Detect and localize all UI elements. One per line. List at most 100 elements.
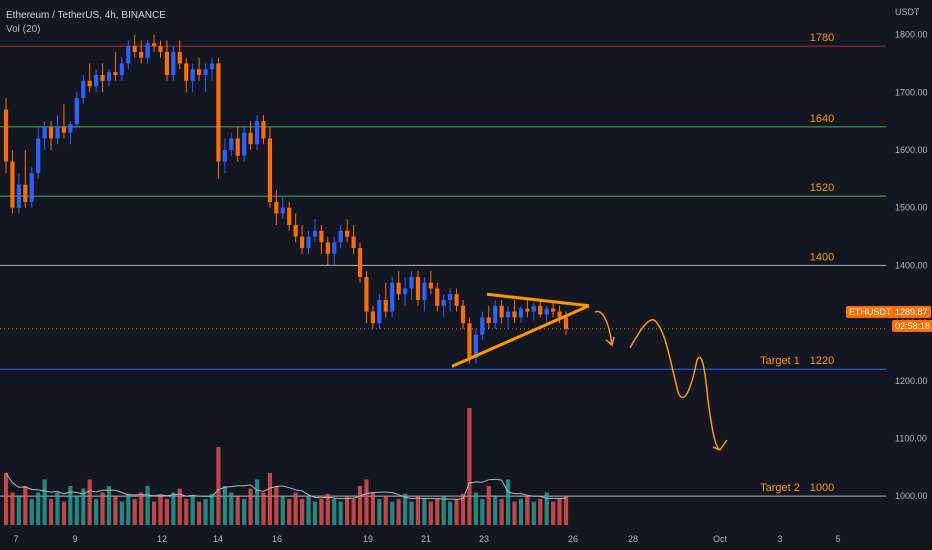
candle-body [203,69,208,75]
projection-arrow-2 [629,319,728,451]
volume-bar [518,499,524,525]
candle-body [42,126,47,139]
volume-bar [409,501,414,525]
candle-body [460,305,466,324]
volume-bar [10,492,15,525]
volume-bar [338,501,343,525]
volume-bar [415,496,421,525]
x-tick-label: 14 [213,534,223,544]
candle-body [48,126,54,139]
level-price-label: 1520 [810,182,834,194]
candle-body [441,300,446,306]
candle-body [435,288,440,306]
candle-body [480,317,485,335]
volume-bar [531,501,536,525]
candle-body [55,126,60,139]
x-tick-label: 16 [272,534,282,544]
triangle-upper-trendline [486,292,590,308]
candle-body [448,294,453,300]
candle-body [499,305,504,318]
volume-bar [164,499,170,525]
candle-body [525,308,530,312]
y-tick-label: 1200.00 [895,376,928,386]
volume-bar [512,501,517,525]
candle-body [274,201,279,214]
volume-bar [177,488,182,525]
candle-body [557,311,562,318]
volume-bar [68,486,73,525]
y-tick-label: 1600.00 [895,145,928,155]
volume-bar [36,492,41,525]
volume-bar [473,492,478,525]
volume-bar [486,486,491,525]
candle-body [454,294,459,306]
candle-body [396,282,401,295]
volume-bar [402,493,408,525]
volume-bar [274,486,279,525]
level-target-label: Target 1 [760,355,800,367]
volume-bar [332,499,337,525]
candle-body [23,184,28,202]
volume-bar [158,496,163,525]
level-price-label: 1220 [810,355,834,367]
candle-body [119,63,124,75]
volume-bar [184,499,189,525]
volume-bar [319,499,324,525]
volume-bar [229,492,234,525]
volume-bar [74,496,79,525]
level-price-label: 1000 [810,482,834,494]
level-price-label: 1640 [810,113,834,125]
candle-body [486,317,491,324]
candle-body [370,311,375,324]
volume-bar [280,496,285,525]
volume-bar [209,493,215,525]
volume-bar [377,499,382,525]
volume-bar [261,492,266,525]
candle-body [151,43,157,47]
volume-bar [293,492,298,525]
candle-body [139,51,144,58]
volume-bar [390,501,395,525]
candle-body [36,138,41,174]
y-axis-unit-label: USDT [895,7,920,17]
volume-bar [222,486,227,525]
volume-bar [55,492,60,525]
candle-body [242,132,247,156]
volume-bar [345,496,350,525]
candle-body [512,311,517,318]
volume-bar [16,496,21,525]
candle-body [197,69,202,75]
volume-bar [325,493,330,525]
volume-bar [357,486,363,525]
volume-bar [126,493,131,525]
price-badge-countdown: 02:58:18 [892,320,932,332]
candle-body [287,207,292,225]
volume-bar [460,493,466,525]
candle-body [306,236,311,249]
candle-body [390,282,395,312]
candle-body [351,236,356,249]
y-tick-label: 1100.00 [895,433,927,443]
volume-bar [480,499,485,525]
volume-bar [171,492,176,525]
volume-bar [493,496,498,525]
y-tick-label: 1500.00 [895,203,928,213]
volume-bar [48,499,54,525]
volume-bar [61,501,67,525]
y-tick-label: 1400.00 [895,260,928,270]
candle-body [563,317,569,329]
volume-bar [254,479,260,525]
x-tick-label: 28 [628,534,638,544]
volume-bar [287,499,292,525]
candle-body [16,184,21,208]
volume-bar [151,501,157,525]
candle-body [467,323,472,358]
price-badge-symbol: ETHUSDT [846,306,895,318]
volume-bar [306,496,311,525]
candle-body [544,308,549,315]
level-target-label: Target 2 [760,482,800,494]
volume-bar [106,486,112,525]
volume-bar [197,501,202,525]
volume-bar [435,499,440,525]
